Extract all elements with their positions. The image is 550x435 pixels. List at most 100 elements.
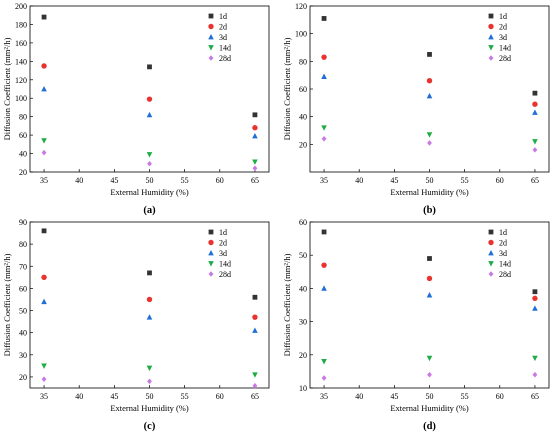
plot-frame [309,5,550,173]
legend-marker-1d [208,13,214,19]
legend-label-1d: 1d [219,228,227,237]
legend-label-14d: 14d [499,260,511,269]
x-tick-label: 65 [251,392,259,401]
legend-marker-3d [488,250,494,256]
legend-marker-2d [208,23,214,30]
plot-frame [29,5,270,173]
panel-caption: (c) [144,421,156,432]
legend-label-28d: 28d [499,270,511,279]
y-axis-label: Diffusion Coefficient (mm²/h) [2,37,12,140]
legend-label-3d: 3d [499,249,507,258]
x-axis-label: External Humidity (%) [390,187,469,197]
data-point-28d [532,371,538,378]
x-tick-label: 45 [390,392,398,401]
y-tick-label: 30 [299,318,307,327]
x-tick-label: 50 [426,392,434,401]
y-tick-label: 70 [19,262,27,271]
y-tick-label: 10 [299,384,307,393]
x-axis-label: External Humidity (%) [390,403,469,413]
y-axis-label: Diffusion Coefficient (mm²/h) [282,253,292,356]
data-point-1d [427,256,432,261]
data-point-1d [252,294,258,300]
x-tick-label: 50 [426,176,434,185]
x-tick-label: 35 [40,392,48,401]
y-tick-label: 80 [19,240,27,249]
x-tick-label: 50 [146,392,154,401]
x-axis-label: External Humidity (%) [110,403,189,413]
legend-label-2d: 2d [219,23,227,32]
x-tick-label: 55 [181,392,189,401]
data-point-28d [321,136,327,142]
data-point-3d [146,111,153,118]
y-tick-label: 20 [299,351,307,360]
data-point-28d [252,382,258,389]
x-tick-label: 45 [390,176,398,185]
data-point-2d [252,125,258,131]
data-point-1d [427,52,432,57]
panel-d: 35 40 45 50 55 60 65 10 20 30 40 50 60 External Humid… [282,218,550,432]
legend-label-1d: 1d [499,228,507,237]
x-tick-label: 55 [181,176,189,185]
y-tick-label: 40 [299,284,307,293]
legend-label-28d: 28d [219,270,231,279]
data-point-14d [426,132,433,138]
y-tick-label: 80 [299,57,307,66]
y-tick-label: 30 [19,351,27,360]
legend-marker-2d [488,239,494,246]
legend-marker-1d [208,229,214,235]
y-tick-label: 180 [15,20,27,29]
data-point-3d [426,292,433,298]
panel-a: 35 40 45 50 55 60 65 20 40 60 80 100 120 140 160 180 200… [2,2,270,216]
data-point-1d [321,16,327,21]
legend-label-2d: 2d [499,239,507,248]
data-point-1d [532,289,538,295]
y-axis-label: Diffusion Coefficient (mm²/h) [2,253,12,356]
y-tick-label: 20 [19,373,27,382]
data-point-2d [41,274,47,281]
data-point-3d [41,298,47,305]
y-tick-label: 60 [299,85,307,94]
data-point-3d [321,285,327,291]
y-tick-label: 90 [19,218,27,227]
data-point-1d [41,228,47,234]
data-point-3d [532,109,538,115]
data-point-1d [41,14,47,20]
data-point-3d [321,73,327,79]
x-tick-label: 60 [496,176,504,185]
y-tick-label: 40 [19,329,27,338]
legend-marker-14d [208,261,214,267]
data-point-14d [532,139,538,145]
data-point-14d [252,372,258,378]
x-tick-label: 60 [216,176,224,185]
legend-label-1d: 1d [499,12,507,21]
x-tick-label: 60 [496,392,504,401]
panel-caption: (b) [423,205,436,216]
legend-label-28d: 28d [499,54,511,63]
legend-label-14d: 14d [219,260,231,269]
data-point-28d [41,376,47,382]
data-point-2d [532,101,538,107]
data-point-28d [147,160,152,167]
x-tick-label: 40 [75,176,83,185]
legend-marker-28d [488,55,494,61]
y-tick-label: 80 [19,113,27,122]
y-axis-label: Diffusion Coefficient (mm²/h) [282,37,292,140]
legend-label-28d: 28d [219,54,231,63]
data-point-28d [252,165,258,172]
data-point-2d [426,78,433,84]
legend-marker-2d [488,23,494,30]
data-point-2d [252,314,258,320]
y-tick-label: 50 [299,251,307,260]
x-tick-label: 50 [146,176,154,185]
legend-marker-1d [488,13,494,19]
x-tick-label: 35 [320,176,328,185]
y-tick-label: 140 [15,57,27,66]
y-tick-label: 120 [15,76,27,85]
data-point-1d [321,229,327,235]
data-point-2d [426,275,433,282]
data-point-2d [146,96,153,102]
y-tick-label: 60 [299,218,307,227]
data-point-14d [426,355,433,362]
x-tick-label: 35 [320,392,328,401]
